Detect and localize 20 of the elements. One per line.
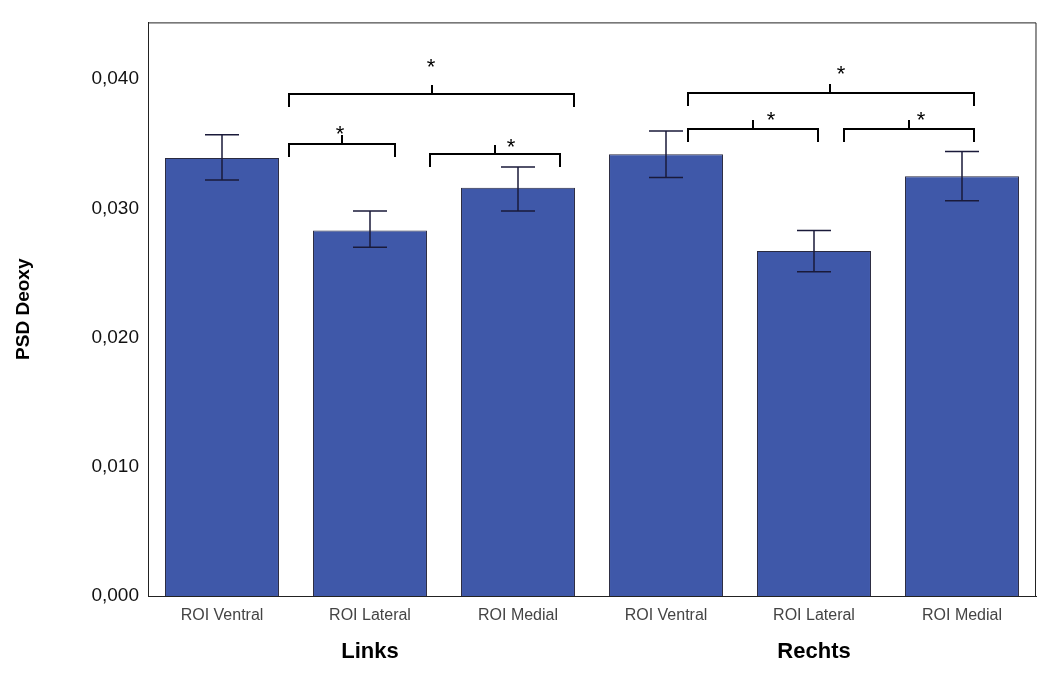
- y-tick-label: 0,000: [91, 584, 139, 606]
- x-tick-label: ROI Ventral: [180, 606, 264, 624]
- x-tick-label: ROI Medial: [477, 606, 559, 624]
- text: Rechts: [777, 638, 851, 664]
- text: Links: [341, 638, 399, 664]
- y-tick-label: 0,040: [91, 67, 139, 89]
- annotation: *: [335, 121, 345, 147]
- x-tick-label: ROI Lateral: [773, 606, 855, 624]
- annotation: *: [426, 54, 436, 80]
- annotation: *: [506, 134, 516, 160]
- x-tick-label: ROI Ventral: [624, 606, 708, 624]
- y-tick-label: 0,020: [91, 325, 139, 347]
- x-tick-label: ROI Lateral: [329, 606, 411, 624]
- x-tick-label: ROI Medial: [921, 606, 1003, 624]
- y-axis-title: PSD Deoxy: [11, 258, 33, 360]
- annotation: *: [916, 107, 926, 133]
- annotation: *: [836, 61, 846, 87]
- annotation: *: [766, 107, 776, 133]
- y-tick-label: 0,010: [91, 455, 139, 477]
- y-tick-label: 0,030: [91, 196, 139, 218]
